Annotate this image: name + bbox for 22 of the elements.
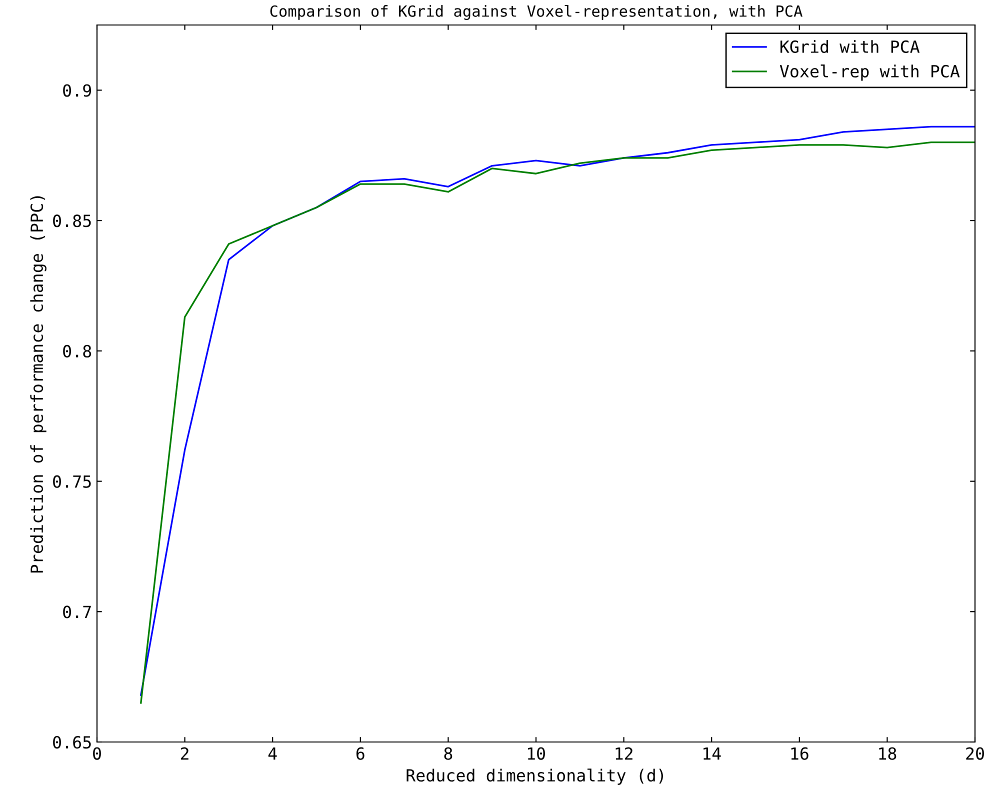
x-tick-label: 20 bbox=[966, 747, 984, 760]
x-tick-label: 16 bbox=[791, 747, 808, 760]
x-axis-title: Reduced dimensionality (d) bbox=[406, 768, 663, 785]
x-tick-label: 10 bbox=[528, 747, 545, 760]
x-tick-label: 14 bbox=[704, 747, 721, 760]
y-tick-label: 0.85 bbox=[53, 214, 91, 228]
x-tick-label: 0 bbox=[93, 747, 101, 760]
legend-label: KGrid with PCA bbox=[780, 40, 920, 53]
x-tick-label: 12 bbox=[616, 747, 632, 760]
chart-title: Comparison of KGrid against Voxel-representation, with PCA bbox=[270, 4, 802, 20]
x-tick-label: 2 bbox=[181, 747, 188, 760]
y-tick-label: 0.8 bbox=[63, 344, 92, 358]
x-tick-label: 4 bbox=[268, 747, 277, 760]
x-tick-label: 18 bbox=[879, 747, 896, 760]
y-tick-label: 0.7 bbox=[63, 606, 91, 618]
x-tick-label: 8 bbox=[444, 747, 452, 760]
x-tick-label: 6 bbox=[356, 747, 364, 760]
y-axis-title: Prediction of performance change (PPC) bbox=[30, 196, 46, 573]
y-tick-label: 0.65 bbox=[53, 736, 91, 749]
y-tick-label: 0.9 bbox=[63, 84, 92, 97]
y-tick-label: 0.75 bbox=[53, 475, 91, 488]
legend-label: Voxel-rep with PCA bbox=[780, 64, 960, 81]
